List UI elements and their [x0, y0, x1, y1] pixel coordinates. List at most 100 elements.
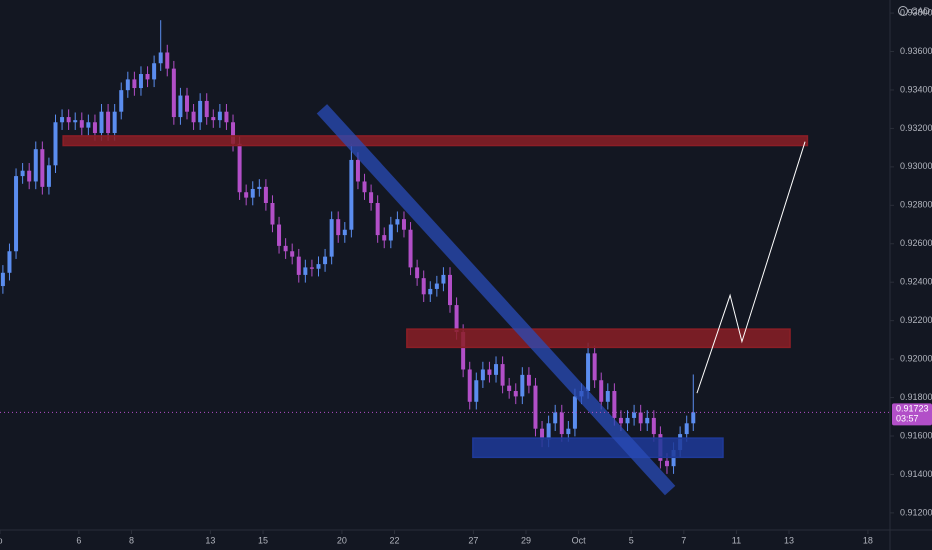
candle-body [415, 267, 420, 279]
candle-body [671, 450, 676, 467]
candle-body [204, 100, 209, 118]
projection-path [696, 141, 806, 394]
candle-body [303, 267, 308, 275]
candle-body [612, 391, 617, 418]
candle-body [60, 117, 65, 123]
candle-body [329, 219, 334, 257]
candle-body [533, 385, 538, 429]
candle-body [474, 380, 479, 402]
x-tick-label: 15 [258, 535, 268, 545]
candle-body [684, 423, 689, 435]
x-tick-label: 27 [468, 535, 478, 545]
candle-body [92, 122, 97, 134]
candle-body [664, 460, 669, 467]
y-tick-label: 0.93200 [900, 123, 932, 133]
currency-icon[interactable] [898, 6, 908, 16]
candle-body [211, 117, 216, 121]
candle-body [520, 374, 525, 397]
candle-body [480, 369, 485, 381]
y-tick-label: 0.92800 [900, 200, 932, 210]
candle-body [421, 278, 426, 295]
candle-body [691, 412, 696, 424]
x-tick-label: 5 [629, 535, 634, 545]
candle-body [401, 219, 406, 230]
candle-body [526, 374, 531, 386]
candle-body [244, 192, 249, 198]
candle-body [106, 111, 111, 134]
candle-body [231, 122, 236, 144]
candle-body [184, 95, 189, 112]
candle-body [599, 380, 604, 402]
x-tick-label: 20 [337, 535, 347, 545]
candle-body [651, 417, 656, 435]
candle-body [382, 235, 387, 241]
candle-body [592, 353, 597, 381]
candle-body [336, 219, 341, 236]
candle-body [441, 274, 446, 284]
x-tick-label: 13 [205, 535, 215, 545]
x-tick-label: 8 [129, 535, 134, 545]
y-tick-label: 0.92400 [900, 277, 932, 287]
zone [406, 328, 791, 349]
candle-body [250, 188, 255, 198]
candle-body [395, 219, 400, 225]
x-tick-label: 13 [784, 535, 794, 545]
y-tick-label: 0.93000 [900, 161, 932, 171]
candle-body [66, 117, 71, 123]
candle-body [559, 412, 564, 435]
candle-body [553, 412, 558, 424]
candle-body [14, 176, 19, 252]
candle-body [191, 111, 196, 123]
last-price-label: 0.91723 [896, 404, 929, 414]
candle-body [40, 149, 45, 187]
candle-body [408, 229, 413, 268]
y-tick-label: 0.91400 [900, 469, 932, 479]
x-tick-label: 7 [681, 535, 686, 545]
candle-body [323, 256, 328, 265]
countdown: 03:57 [896, 414, 919, 424]
candle-body [112, 111, 117, 134]
candle-body [296, 256, 301, 275]
candle-body [178, 95, 183, 118]
candle-body [263, 186, 268, 204]
candle-body [388, 224, 393, 241]
y-tick-label: 0.92200 [900, 315, 932, 325]
candle-body [494, 364, 499, 375]
candle-body [270, 203, 275, 225]
candle-body [638, 412, 643, 424]
candle-body [546, 423, 551, 440]
candle-body [27, 170, 32, 182]
candle-body [467, 369, 472, 402]
candle-body [513, 391, 518, 397]
candle-body [500, 364, 505, 386]
candle-body [138, 74, 143, 89]
x-tick-label: 6 [76, 535, 81, 545]
candle-body [237, 143, 242, 193]
candle-body [362, 181, 367, 193]
candle-body [257, 186, 262, 189]
candle-body [171, 68, 176, 118]
x-tick-label: 18 [863, 535, 873, 545]
candle-body [86, 122, 91, 128]
candle-body [586, 353, 591, 392]
candle-body [487, 369, 492, 375]
candle-body [53, 122, 58, 166]
candle-body [79, 120, 84, 128]
candle-body [645, 417, 650, 424]
y-tick-label: 0.93400 [900, 84, 932, 94]
candle-body [7, 251, 12, 273]
candle-body [33, 149, 38, 182]
candle-body [447, 274, 452, 306]
x-tick-label: p [0, 535, 3, 545]
candle-body [428, 288, 433, 295]
candle-body [625, 417, 630, 424]
candle-body [46, 165, 51, 187]
currency[interactable]: CAD [911, 6, 931, 16]
candle-body [165, 52, 170, 69]
y-tick-label: 0.91600 [900, 430, 932, 440]
y-tick-label: 0.91200 [900, 507, 932, 517]
candle-body [342, 229, 347, 236]
zone [472, 437, 724, 459]
candle-body [73, 120, 78, 123]
